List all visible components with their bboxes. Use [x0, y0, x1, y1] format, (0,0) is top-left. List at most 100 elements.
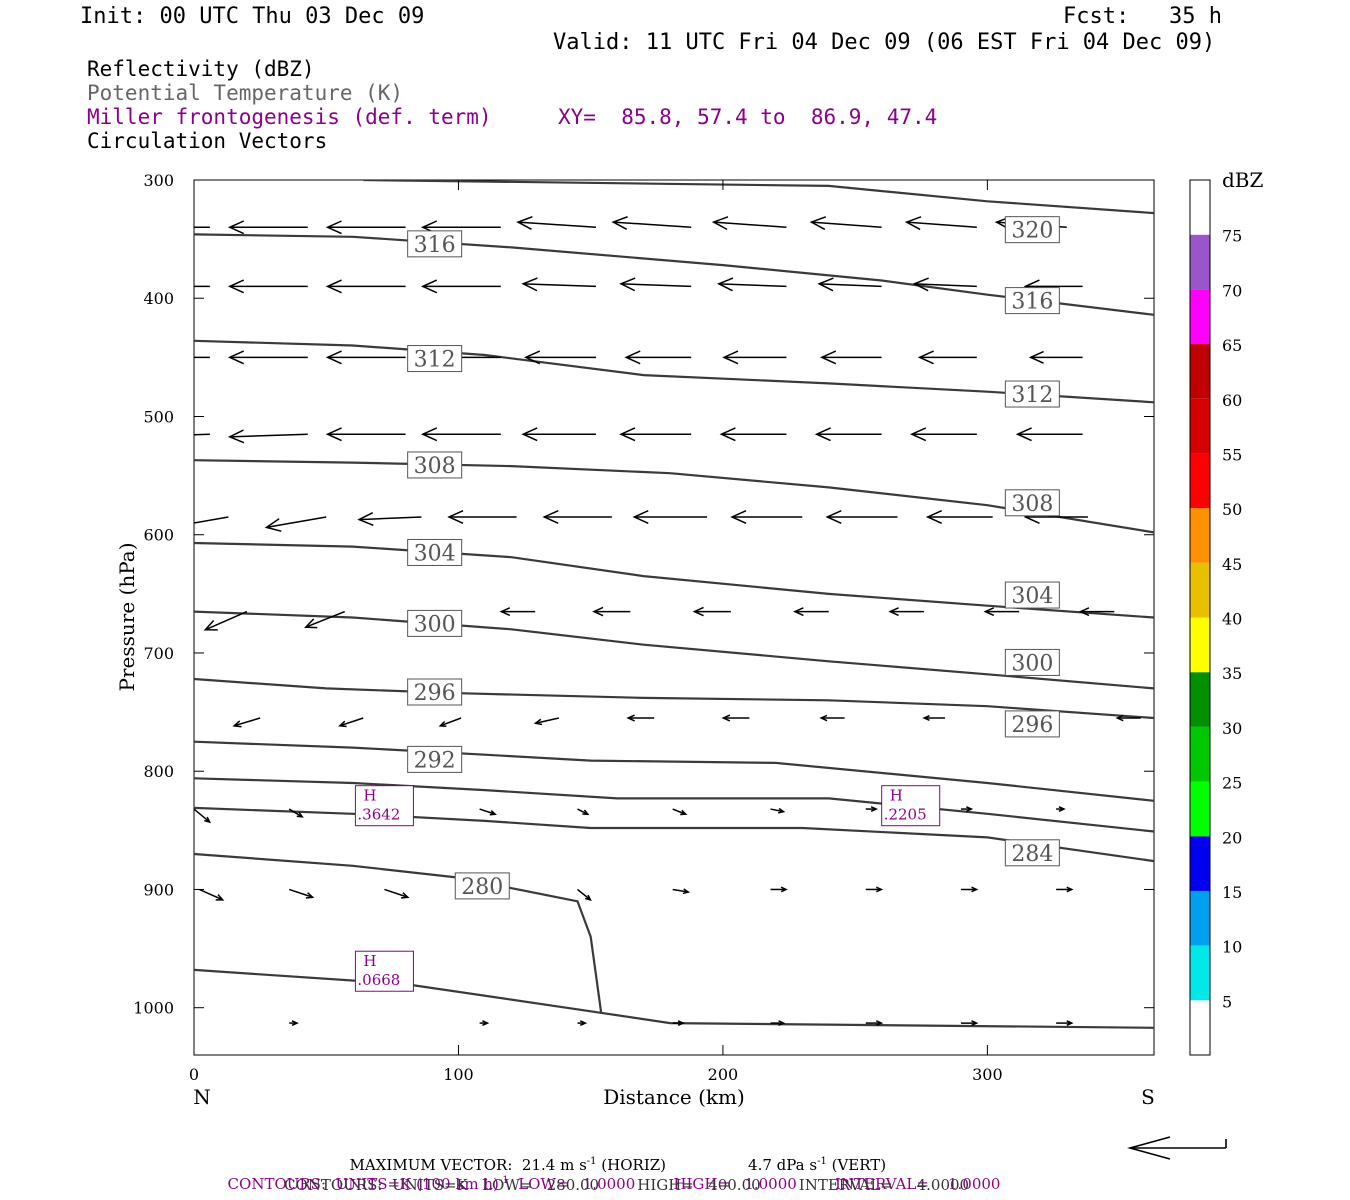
circulation-vector: [904, 216, 977, 231]
circulation-vector: [770, 1020, 786, 1027]
circulation-vector: [227, 429, 308, 444]
theta-label-box: [1004, 648, 1060, 676]
circulation-vector: [814, 427, 882, 442]
vector-shaft: [914, 283, 977, 288]
vector-shaft: [266, 516, 327, 529]
vector-head: [592, 606, 604, 617]
theta-label-text: 292: [414, 748, 456, 773]
vector-head: [814, 427, 831, 442]
theta-contour-label: 292: [407, 745, 463, 773]
colorbar-label: 70: [1222, 281, 1242, 300]
vector-head: [912, 277, 929, 292]
circulation-vector: [521, 277, 597, 292]
x-tick-label: 0: [189, 1065, 199, 1084]
theta-contour-label: 316: [407, 230, 463, 258]
colorbar-swatch: [1190, 508, 1210, 563]
vector-head: [232, 720, 242, 728]
forecast-hour: Fcst: 35 h: [1063, 4, 1222, 29]
y-axis-title: Pressure (hPa): [115, 543, 139, 692]
circulation-vector: [711, 216, 787, 231]
vector-head: [296, 811, 304, 818]
vector-head: [132, 351, 146, 364]
theta-label-text: 312: [1011, 383, 1053, 408]
vector-shaft: [613, 221, 692, 229]
maximum-vector-info: MAXIMUM VECTOR: 21.4 m s-1 (HORIZ) 4.7 dP…: [340, 1138, 887, 1174]
colorbar-label: 65: [1222, 336, 1242, 355]
theta-contour-label: 304: [407, 538, 463, 566]
vector-head: [215, 894, 225, 901]
circulation-vector: [825, 510, 898, 524]
circulation-vector: [325, 427, 406, 442]
vector-head: [677, 1020, 685, 1027]
vector-head: [711, 216, 729, 231]
theta-contour-label: 308: [407, 451, 463, 479]
circulation-vector: [619, 427, 692, 442]
theta-label-text: 296: [1011, 713, 1053, 738]
vector-head: [917, 350, 934, 365]
theta-contour-label: 280: [454, 872, 510, 900]
theta-contour-line: [194, 677, 1154, 720]
vector-head: [819, 714, 828, 722]
contours-frontogenesis-info: CONTOURS: UNITS=K (100 km h)-1 LOW= 1.00…: [218, 1157, 1001, 1193]
vector-head: [132, 221, 146, 234]
vector-shaft: [906, 221, 977, 229]
circulation-vector: [722, 350, 787, 365]
theta-label-box: [1004, 380, 1060, 408]
vector-head: [817, 277, 834, 292]
vector-head: [203, 620, 218, 631]
theta-label-text: 308: [1011, 492, 1053, 517]
maxvec-horiz-unit: (HORIZ): [596, 1156, 667, 1174]
circulation-vector: [523, 350, 596, 365]
colorbar-label: 5: [1222, 992, 1232, 1011]
colorbar-swatch: [1190, 289, 1210, 345]
circulation-vector: [888, 607, 924, 617]
x-axis-title: Distance (km): [603, 1085, 745, 1109]
theta-contour-label: 284: [1004, 839, 1060, 867]
circulation-vector: [819, 714, 845, 722]
theta-label-text: 320: [1011, 219, 1053, 244]
theta-label-box: [1004, 710, 1060, 738]
circulation-vector: [1115, 714, 1141, 722]
circulation-vector: [203, 610, 248, 631]
vector-shaft: [384, 888, 409, 898]
circulation-vector: [624, 350, 692, 365]
colorbar-label: 35: [1222, 664, 1242, 683]
vector-head: [719, 427, 736, 442]
theta-contour-line: [194, 968, 1154, 1029]
reference-vector: [1126, 1136, 1227, 1160]
vector-shaft: [811, 221, 882, 229]
theta-label-box: [407, 345, 463, 373]
theta-contour-line: [363, 180, 1154, 215]
circulation-vector: [983, 607, 1020, 617]
theta-contour-line: [194, 740, 1154, 802]
vector-shaft: [517, 221, 597, 229]
y-tick-label: 1000: [133, 999, 174, 1018]
circulation-vector: [672, 888, 691, 895]
vector-shaft: [194, 433, 210, 436]
colorbar-label: 10: [1222, 938, 1242, 957]
south-end-label: S: [1141, 1085, 1155, 1109]
circulation-vector: [793, 607, 829, 617]
colorbar-label: 75: [1222, 227, 1242, 246]
vector-head: [1066, 886, 1074, 893]
theta-contour-label: 296: [1004, 710, 1060, 738]
contours-fg-units: CONTOURS: UNITS=K (100 km h): [227, 1175, 499, 1193]
colorbar-swatch: [1190, 617, 1210, 673]
vector-head: [447, 510, 464, 524]
colorbar-swatch: [1190, 180, 1210, 235]
vector-head: [722, 350, 739, 365]
circulation-vector: [577, 808, 590, 816]
theta-label-box: [407, 745, 463, 773]
vector-head: [523, 350, 541, 365]
colorbar-label: 15: [1222, 883, 1242, 902]
circulation-vector: [533, 717, 560, 726]
vector-head: [357, 512, 374, 527]
vector-head: [304, 618, 318, 629]
vector-shaft: [359, 516, 422, 521]
circulation-vector: [865, 886, 884, 893]
colorbar-label: 45: [1222, 555, 1242, 574]
theta-contour-label: 296: [407, 678, 463, 706]
colorbar-swatch: [1190, 726, 1210, 782]
maxvec-vert-text: 4.7 dPa s: [748, 1156, 818, 1174]
theta-label-text: 316: [414, 233, 456, 258]
